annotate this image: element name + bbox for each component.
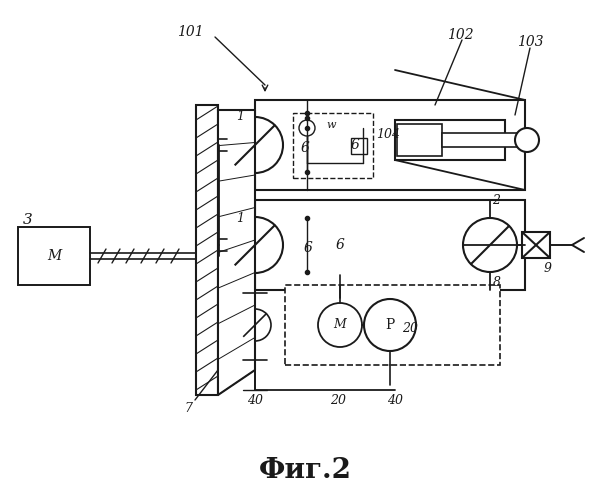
Text: 6: 6 (304, 241, 312, 255)
Bar (196, 105, 218, 395)
Text: 2: 2 (492, 194, 500, 206)
Circle shape (515, 128, 539, 152)
Text: P: P (386, 318, 395, 332)
Text: 101: 101 (177, 25, 203, 39)
Text: 1: 1 (236, 212, 244, 224)
Circle shape (364, 299, 416, 351)
Text: M: M (334, 318, 346, 332)
Polygon shape (218, 110, 255, 395)
Bar (18, 227, 90, 285)
Text: 102: 102 (447, 28, 474, 42)
Circle shape (227, 217, 283, 273)
Circle shape (463, 218, 517, 272)
Bar (522, 232, 550, 258)
Text: 7: 7 (184, 402, 192, 414)
Text: 8: 8 (493, 276, 501, 288)
Text: 6: 6 (301, 141, 309, 155)
Bar (351, 138, 367, 154)
Text: 103: 103 (517, 35, 543, 49)
Text: Фиг.2: Фиг.2 (258, 456, 351, 483)
Text: 9: 9 (544, 262, 552, 274)
Bar (395, 120, 505, 160)
Circle shape (299, 120, 315, 136)
Bar (442, 133, 517, 147)
Bar (255, 200, 525, 290)
Text: 40: 40 (387, 394, 403, 406)
Bar (397, 124, 442, 156)
Circle shape (227, 117, 283, 173)
Text: 6: 6 (351, 138, 359, 152)
Circle shape (318, 303, 362, 347)
Text: w: w (326, 120, 336, 130)
Text: 20: 20 (402, 322, 418, 334)
Text: 6: 6 (335, 238, 345, 252)
Bar (285, 285, 500, 365)
Text: 3: 3 (23, 213, 33, 227)
Text: 40: 40 (247, 394, 263, 406)
Text: 20: 20 (330, 394, 346, 406)
Text: M: M (47, 249, 61, 263)
Bar (255, 100, 525, 190)
Bar (293, 113, 373, 178)
Text: 104: 104 (376, 128, 400, 141)
Text: 1: 1 (236, 110, 244, 124)
Circle shape (239, 309, 271, 341)
